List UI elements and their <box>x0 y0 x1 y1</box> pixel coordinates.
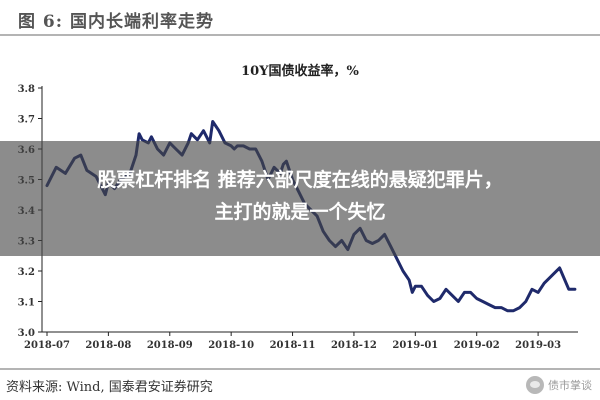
figure-title: 图 6: 国内长端利率走势 <box>18 12 214 32</box>
y-tick-label: 3.1 <box>18 298 35 309</box>
y-tick-label: 3.7 <box>18 115 35 126</box>
x-tick-label: 2018-10 <box>208 340 254 351</box>
promo-overlay-banner[interactable]: 股票杠杆排名 推荐六部尺度在线的悬疑犯罪片， 主打的就是一个失忆 <box>0 141 600 256</box>
promo-overlay-text: 股票杠杆排名 推荐六部尺度在线的悬疑犯罪片， 主打的就是一个失忆 <box>0 164 600 228</box>
y-tick-label: 3.0 <box>18 328 35 339</box>
figure-header: 图 6: 国内长端利率走势 <box>0 0 600 36</box>
promo-line-1: 股票杠杆排名 推荐六部尺度在线的悬疑犯罪片， <box>97 169 503 191</box>
x-tick-label: 2018-07 <box>24 340 70 351</box>
source-note: 资料来源: Wind, 国泰君安证券研究 <box>6 380 213 395</box>
x-tick-label: 2019-03 <box>515 340 561 351</box>
x-tick-label: 2018-11 <box>270 340 316 351</box>
x-tick-label: 2018-12 <box>331 340 377 351</box>
figure-footer: 资料来源: Wind, 国泰君安证券研究 债市掌谈 <box>0 368 600 400</box>
watermark: 债市掌谈 <box>526 374 592 396</box>
x-tick-label: 2019-02 <box>454 340 500 351</box>
x-tick-label: 2019-01 <box>392 340 438 351</box>
wechat-icon <box>526 376 544 394</box>
x-tick-label: 2018-08 <box>85 340 131 351</box>
watermark-label: 债市掌谈 <box>548 379 592 392</box>
x-tick-label: 2018-09 <box>147 340 193 351</box>
promo-line-2: 主打的就是一个失忆 <box>214 201 386 223</box>
y-tick-label: 3.2 <box>18 267 35 278</box>
y-tick-label: 3.8 <box>18 84 35 95</box>
x-axis: 2018-07 2018-08 2018-09 2018-10 2018-11 2018-… <box>24 331 578 351</box>
chart-title: 10Y国债收益率，% <box>241 63 359 79</box>
